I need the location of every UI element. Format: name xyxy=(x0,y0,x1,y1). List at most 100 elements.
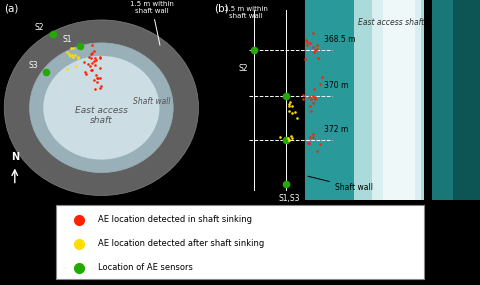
Text: (b): (b) xyxy=(214,4,228,14)
Point xyxy=(313,43,321,47)
Bar xyxy=(372,0,421,200)
Text: Shaft wall: Shaft wall xyxy=(133,97,170,106)
Bar xyxy=(453,0,480,200)
Ellipse shape xyxy=(4,20,199,196)
Point xyxy=(304,140,312,145)
Point xyxy=(307,40,314,45)
Point xyxy=(72,53,79,58)
Point xyxy=(311,97,318,102)
Point xyxy=(307,135,314,139)
Text: S1: S1 xyxy=(62,35,72,44)
Point xyxy=(310,101,317,106)
Point xyxy=(310,30,317,35)
Point xyxy=(63,67,71,71)
Point xyxy=(91,87,99,91)
Text: (a): (a) xyxy=(4,4,19,14)
Point xyxy=(314,56,322,60)
Point xyxy=(90,78,98,82)
Point xyxy=(87,56,95,61)
Point xyxy=(84,61,92,66)
Text: 368.5 m: 368.5 m xyxy=(324,35,356,44)
Point xyxy=(72,64,80,68)
Point xyxy=(93,80,101,84)
Bar xyxy=(305,0,354,200)
Bar xyxy=(432,0,480,200)
Point xyxy=(87,52,95,56)
Point xyxy=(96,56,104,60)
Point xyxy=(92,56,99,60)
Point xyxy=(287,99,294,104)
Point xyxy=(92,58,100,62)
Point xyxy=(316,82,324,87)
Point xyxy=(305,94,312,99)
Point xyxy=(310,132,317,137)
Text: Location of AE sensors: Location of AE sensors xyxy=(98,263,193,272)
Point xyxy=(88,51,96,56)
Point xyxy=(96,66,104,71)
Point xyxy=(317,142,324,146)
Text: 1.5 m within
shaft wall: 1.5 m within shaft wall xyxy=(224,6,268,19)
Point xyxy=(96,86,103,90)
Text: 1.5 m within
shaft wall: 1.5 m within shaft wall xyxy=(130,1,174,45)
Point xyxy=(300,56,308,61)
Point xyxy=(305,141,313,145)
Point xyxy=(70,46,77,51)
Point xyxy=(67,46,75,50)
Bar xyxy=(383,0,416,200)
Point xyxy=(88,43,96,47)
Text: East access shaft: East access shaft xyxy=(358,18,424,27)
Point xyxy=(97,83,105,88)
Bar xyxy=(354,0,423,200)
Point xyxy=(311,50,318,54)
Point xyxy=(309,45,317,50)
Point xyxy=(291,109,299,114)
Point xyxy=(303,40,311,44)
Point xyxy=(74,55,82,60)
Point xyxy=(318,75,326,80)
Point xyxy=(311,48,319,52)
Ellipse shape xyxy=(43,56,159,160)
Point xyxy=(285,101,293,106)
Text: AE location detected in shaft sinking: AE location detected in shaft sinking xyxy=(98,215,252,224)
Point xyxy=(307,109,315,113)
Point xyxy=(85,55,93,59)
Text: Shaft wall: Shaft wall xyxy=(308,176,373,192)
Text: N: N xyxy=(11,152,19,162)
Point xyxy=(311,96,319,100)
Point xyxy=(310,86,318,91)
Text: S2: S2 xyxy=(35,23,44,32)
Text: 372 m: 372 m xyxy=(324,125,348,134)
Point xyxy=(288,111,296,115)
Point xyxy=(63,50,71,54)
Point xyxy=(93,75,101,80)
Point xyxy=(96,55,104,60)
Point xyxy=(285,138,292,142)
Point xyxy=(288,136,296,140)
Point xyxy=(276,134,284,139)
Point xyxy=(91,49,98,54)
Point xyxy=(285,109,292,113)
Text: 370 m: 370 m xyxy=(324,81,348,90)
Point xyxy=(305,141,312,145)
Point xyxy=(91,62,99,67)
Ellipse shape xyxy=(30,43,173,172)
Text: S2: S2 xyxy=(239,64,248,73)
Point xyxy=(302,38,310,43)
Point xyxy=(81,69,89,74)
Point xyxy=(90,58,98,63)
Point xyxy=(303,43,311,48)
Point xyxy=(70,55,77,59)
Point xyxy=(66,54,73,58)
Point xyxy=(93,73,100,78)
Point xyxy=(94,76,102,80)
Point xyxy=(80,60,88,64)
Point xyxy=(285,135,292,140)
Point xyxy=(287,134,295,138)
Point xyxy=(313,46,321,51)
Text: AE location detected after shaft sinking: AE location detected after shaft sinking xyxy=(98,239,264,248)
Point xyxy=(288,104,296,108)
Point xyxy=(307,97,314,101)
Point xyxy=(87,68,95,73)
Point xyxy=(65,52,73,56)
Point xyxy=(309,135,317,140)
